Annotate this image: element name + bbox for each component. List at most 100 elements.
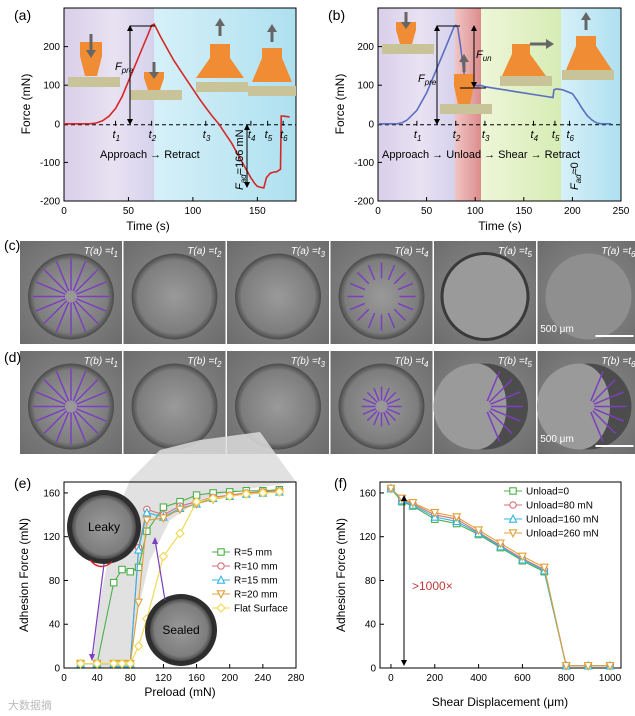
flow-arrow [593, 391, 624, 405]
flow-arrow [43, 269, 68, 293]
data-point [175, 505, 185, 515]
flow-arrow [72, 301, 87, 332]
data-point [509, 501, 517, 509]
y-tick-label: -100 [40, 158, 60, 169]
flow-arrow [386, 398, 401, 405]
x-ticks-b: 0 50 100 150 200 250 [375, 197, 630, 217]
x-tick-label: 200 [221, 673, 238, 684]
series-flat-surface [75, 487, 285, 669]
flow-arrow [486, 371, 501, 402]
x-tick-label: 100 [185, 206, 202, 217]
data-point [158, 551, 169, 562]
xlabel-b: Time (s) [478, 219, 522, 233]
y-ticks-a: -200 -100 0 100 200 [40, 42, 68, 208]
flow-arrow [74, 410, 99, 434]
plot-frame-a [63, 7, 297, 202]
x-tick-label: 800 [558, 673, 575, 684]
contact-icon-2 [130, 62, 182, 100]
data-point [216, 603, 226, 613]
flow-arrow [367, 264, 376, 281]
x-tick-label: 240 [255, 673, 272, 684]
flow-arrow [362, 408, 377, 415]
data-point [159, 503, 168, 511]
micrograph-frame: T(a) =t1 [20, 241, 122, 344]
legend-label: R=10 mm [234, 562, 278, 573]
x-tick-label: 80 [125, 673, 137, 684]
flow-arrow [393, 271, 407, 285]
fun-label-b: Fun [476, 49, 492, 63]
phase-approach-band [64, 8, 154, 201]
data-point [508, 513, 518, 523]
flow-arrow [349, 282, 366, 291]
flow-arrow [43, 379, 68, 403]
data-point [508, 529, 518, 539]
event-label: t2 [453, 129, 461, 143]
flow-arrow [362, 398, 377, 405]
contact-icon-b1 [382, 12, 434, 54]
inset-sealed-label: Sealed [162, 623, 199, 637]
event-label: t3 [203, 129, 211, 143]
panel-a: -200 -100 0 100 200 0 50 100 150 t1 t2 t3 t4 t5 t6 [14, 7, 297, 233]
fad-label-a: Fad=166 mN [234, 129, 248, 190]
contact-disc [235, 363, 321, 450]
flow-arrow [43, 410, 68, 434]
data-point [92, 658, 102, 669]
contact-icon-b2 [440, 54, 492, 114]
x-tick-label: 0 [375, 206, 381, 217]
ylabel-e: Adhesion Force (mN) [17, 518, 31, 632]
data-point [274, 487, 285, 497]
frame-label: T(b) =t5 [498, 356, 533, 369]
flow-arrow [592, 379, 616, 403]
flow-arrow [55, 301, 70, 332]
flow-arrow [366, 391, 378, 403]
scale-label: 500 μm [540, 434, 574, 445]
flow-arrow [490, 391, 521, 405]
legend-label: Unload=160 mN [526, 515, 599, 526]
frame-label: T(b) =t1 [84, 356, 118, 369]
data-point [241, 489, 252, 499]
x-tick-label: 600 [514, 673, 531, 684]
contact-icon-1 [68, 34, 120, 87]
flow-arrow [490, 408, 521, 422]
event-label: t5 [552, 129, 560, 143]
event-label: t6 [566, 129, 574, 143]
event-label: t1 [113, 129, 121, 143]
time-markers-b: t1 t2 t3 t4 t5 t6 [414, 120, 575, 143]
contact-disc [545, 253, 632, 340]
series-e [75, 485, 285, 669]
frame-label: T(b) =t2 [187, 356, 222, 369]
contact-disc [235, 253, 321, 340]
legend-label: R=5 mm [234, 548, 272, 559]
flow-arrow [383, 387, 390, 402]
data-point [158, 514, 168, 524]
micrograph-frame: T(a) =t2 [123, 241, 226, 344]
data-point [134, 544, 144, 554]
data-point [142, 507, 152, 517]
contact-icon-b4 [562, 12, 614, 80]
frame-label: T(b) =t4 [394, 356, 429, 369]
plot-frame-f [379, 481, 622, 669]
x-tick-label: 250 [613, 206, 630, 217]
event-label: t4 [531, 129, 539, 143]
x-tick-label: 50 [123, 206, 135, 217]
flow-arrow [397, 302, 414, 311]
y-tick-label: 0 [54, 119, 60, 130]
flow-arrow [387, 264, 396, 281]
series-unload-160-mn [386, 483, 615, 670]
legend-item: Unload=260 mN [504, 529, 599, 540]
data-point [208, 493, 218, 504]
flow-arrow [76, 391, 107, 405]
contact-disc [338, 363, 425, 450]
contact-disc [440, 252, 530, 341]
y-tick-label: 160 [43, 488, 60, 499]
data-point [386, 484, 396, 494]
flow-arrow [35, 281, 66, 295]
flow-arrow [387, 312, 396, 329]
y-ticks-f: 0 40 80 120 160 [359, 488, 384, 675]
trend-band-e [82, 432, 296, 668]
y-tick-label: 200 [43, 42, 60, 53]
legend-item: Unload=0 [504, 487, 570, 498]
flow-arrow [76, 408, 107, 422]
contact-icon-3 [196, 18, 248, 92]
y-tick-label: -100 [354, 158, 374, 169]
